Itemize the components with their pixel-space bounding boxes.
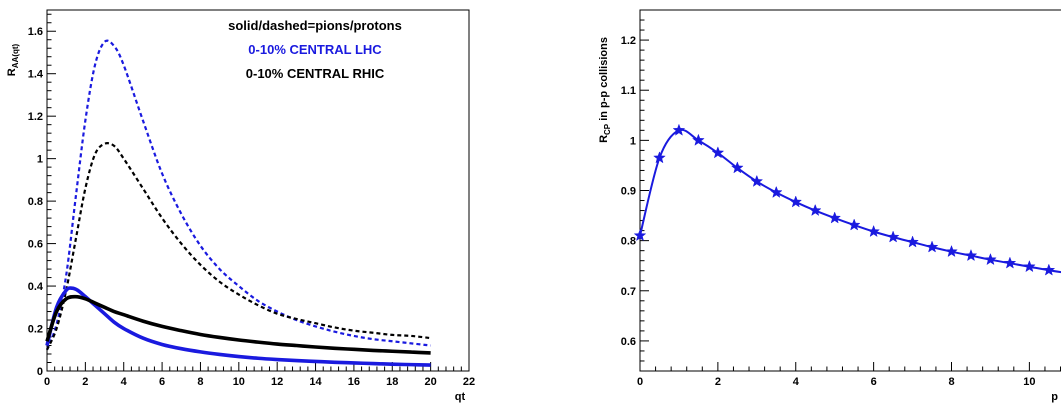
right-y-axis-title-sub: CP — [603, 123, 612, 135]
right-star-marker — [1042, 263, 1056, 276]
right-star-marker — [633, 228, 647, 242]
left-y-tick-label: 0.8 — [28, 196, 43, 208]
left-x-tick-label: 2 — [82, 376, 88, 388]
right-y-tick-label: 0.8 — [621, 236, 636, 248]
right-star-marker — [847, 218, 861, 231]
right-x-tick-label: 2 — [715, 376, 721, 388]
right-star-marker — [711, 146, 725, 159]
left-chart: 0 2 4 6 8 10 12 14 16 18 20 22 0 0.2 0.4 0.6 0.8 1 1.2 1.4 1… — [6, 9, 475, 403]
right-y-tick-label: 0.6 — [621, 336, 636, 348]
left-y-tick-label: 0.4 — [28, 281, 44, 293]
right-series-line — [639, 128, 1061, 274]
right-star-marker — [672, 123, 686, 136]
right-x-tick-label: 6 — [871, 376, 877, 388]
right-x-tick-label: 10 — [1023, 376, 1035, 388]
right-star-marker — [1003, 256, 1017, 269]
right-y-tick-label: 1.1 — [621, 85, 636, 97]
left-y-tick-label: 0.2 — [28, 324, 43, 336]
left-x-tick-label: 8 — [197, 376, 203, 388]
right-star-marker — [925, 240, 939, 253]
left-x-tick-label: 0 — [44, 376, 50, 388]
left-x-tick-label: 4 — [121, 376, 128, 388]
right-x-tick-label: 4 — [793, 376, 800, 388]
left-series-line — [45, 39, 431, 351]
left-series-lines — [45, 39, 431, 367]
left-x-tick-label: 22 — [463, 376, 475, 388]
right-x-tick-label: 8 — [948, 376, 954, 388]
left-axis-ticks: 0 2 4 6 8 10 12 14 16 18 20 22 0 0.2 0.4 0.6 0.8 1 1.2 1.4 1… — [28, 13, 475, 388]
right-series-lines — [633, 123, 1061, 276]
right-plot-frame — [639, 9, 1061, 372]
legend-line-3: 0-10% CENTRAL RHIC — [246, 66, 385, 81]
left-series-line — [45, 142, 431, 351]
left-y-axis-title-main: R — [6, 68, 18, 76]
right-star-marker — [1022, 259, 1036, 273]
legend-line-1: solid/dashed=pions/protons — [228, 18, 402, 33]
right-star-marker — [886, 230, 900, 243]
left-x-tick-label: 10 — [233, 376, 245, 388]
right-star-marker — [692, 133, 705, 146]
right-star-marker — [730, 161, 744, 174]
left-y-axis-title-sub: AA(qt) — [11, 43, 20, 68]
left-y-tick-label: 1 — [37, 154, 43, 166]
left-series-line — [45, 294, 431, 355]
right-chart: 0 2 4 6 8 10 0.6 0.7 0.8 0.9 1 1.1 1.2 p RCP in p-p … — [598, 9, 1061, 403]
right-star-marker — [964, 248, 978, 262]
right-y-axis-title-main: R — [598, 135, 610, 143]
legend-line-2: 0-10% CENTRAL LHC — [248, 42, 382, 57]
left-y-tick-label: 1.6 — [28, 26, 43, 38]
left-y-tick-label: 1.2 — [28, 111, 43, 123]
right-star-marker — [808, 203, 822, 216]
left-x-tick-label: 6 — [159, 376, 165, 388]
left-y-tick-label: 0.6 — [28, 239, 43, 251]
left-x-tick-label: 12 — [271, 376, 283, 388]
right-star-marker — [653, 151, 666, 164]
right-axis-ticks: 0 2 4 6 8 10 0.6 0.7 0.8 0.9 1 1.1 1.2 — [621, 9, 1061, 388]
left-y-tick-label: 1.4 — [28, 69, 44, 81]
left-x-axis-title: qt — [455, 391, 466, 403]
right-star-marker — [789, 195, 803, 208]
left-series-line — [45, 286, 431, 367]
right-star-marker — [945, 244, 958, 258]
right-star-marker — [906, 235, 919, 248]
right-star-marker — [867, 224, 881, 238]
left-legend: solid/dashed=pions/protons 0-10% CENTRAL… — [228, 18, 402, 81]
right-y-axis-title-rest: in p-p collisions — [598, 37, 610, 124]
left-x-tick-label: 18 — [386, 376, 398, 388]
right-star-marker — [750, 174, 764, 187]
left-plot-frame — [46, 9, 470, 372]
right-x-axis-title: p — [1051, 391, 1058, 403]
left-x-tick-label: 16 — [348, 376, 360, 388]
right-star-marker — [828, 211, 842, 224]
left-y-tick-label: 0 — [37, 366, 43, 378]
left-y-axis-title: RAA(qt) — [6, 43, 20, 76]
right-y-tick-label: 0.7 — [621, 286, 636, 298]
left-x-tick-label: 20 — [425, 376, 437, 388]
right-y-axis-title: RCP in p-p collisions — [598, 37, 612, 143]
left-x-tick-label: 14 — [309, 376, 322, 388]
right-y-tick-label: 1 — [630, 135, 636, 147]
right-star-marker — [984, 252, 997, 266]
right-y-tick-label: 0.9 — [621, 186, 636, 198]
right-star-marker — [769, 185, 783, 198]
right-y-tick-label: 1.2 — [621, 35, 636, 47]
right-x-tick-label: 0 — [637, 376, 643, 388]
